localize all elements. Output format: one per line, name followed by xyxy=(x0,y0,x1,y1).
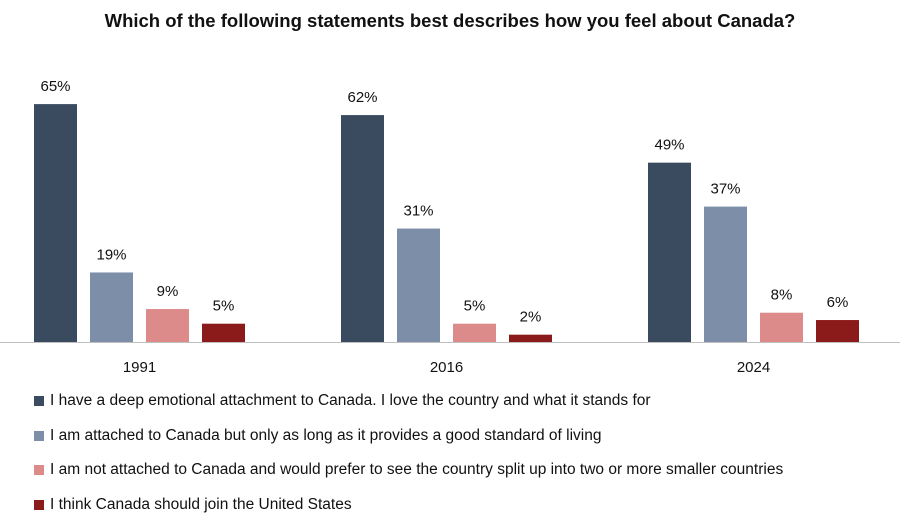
data-label-2024-series-3: 8% xyxy=(771,287,793,304)
data-label-2016-series-2: 31% xyxy=(403,203,433,220)
bar-2024-series-4 xyxy=(816,320,859,342)
legend-label-4: I think Canada should join the United St… xyxy=(50,495,352,513)
legend-swatch-2 xyxy=(34,430,44,441)
data-label-1991-series-4: 5% xyxy=(213,298,235,315)
legend-item-4: I think Canada should join the United St… xyxy=(34,494,783,516)
legend-item-1: I have a deep emotional attachment to Ca… xyxy=(34,390,783,412)
chart-legend: I have a deep emotional attachment to Ca… xyxy=(34,390,783,528)
legend-item-3: I am not attached to Canada and would pr… xyxy=(34,459,783,481)
data-label-2016-series-4: 2% xyxy=(520,309,542,326)
chart-title: Which of the following statements best d… xyxy=(104,10,796,31)
x-tick-label-2016: 2016 xyxy=(430,359,463,376)
bar-2016-series-2 xyxy=(397,228,440,342)
data-label-2024-series-2: 37% xyxy=(710,181,740,198)
bar-1991-series-4 xyxy=(202,323,245,342)
bar-2024-series-3 xyxy=(760,312,803,342)
bar-1991-series-1 xyxy=(34,104,77,342)
legend-label-2: I am attached to Canada but only as long… xyxy=(50,426,602,444)
bar-chart-plot: 65% 19% 9% 5% 1991 62% 31% 5% 2% 2016 49% 37% 8% 6% 20… xyxy=(0,78,900,376)
data-label-2024-series-4: 6% xyxy=(827,294,849,311)
legend-swatch-1 xyxy=(34,396,44,406)
data-label-2016-series-1: 62% xyxy=(347,89,377,106)
legend-label-1: I have a deep emotional attachment to Ca… xyxy=(50,392,651,409)
bar-2016-series-1 xyxy=(341,115,384,342)
data-label-2024-series-1: 49% xyxy=(654,137,684,154)
bar-2016-series-4 xyxy=(509,334,552,342)
bar-2024-series-2 xyxy=(704,206,747,342)
data-label-1991-series-3: 9% xyxy=(157,283,179,300)
bar-1991-series-2 xyxy=(90,272,133,342)
bar-2024-series-1 xyxy=(648,162,691,342)
legend-swatch-3 xyxy=(34,465,44,475)
legend-swatch-4 xyxy=(34,499,44,510)
data-label-2016-series-3: 5% xyxy=(464,298,486,315)
legend-item-2: I am attached to Canada but only as long… xyxy=(34,425,783,447)
x-tick-label-2024: 2024 xyxy=(737,359,770,376)
legend-label-3: I am not attached to Canada and would pr… xyxy=(50,461,784,478)
x-tick-label-1991: 1991 xyxy=(123,359,156,376)
data-label-1991-series-2: 19% xyxy=(96,246,126,263)
bar-2016-series-3 xyxy=(453,323,496,342)
bar-1991-series-3 xyxy=(146,309,189,342)
data-label-1991-series-1: 65% xyxy=(40,78,70,95)
